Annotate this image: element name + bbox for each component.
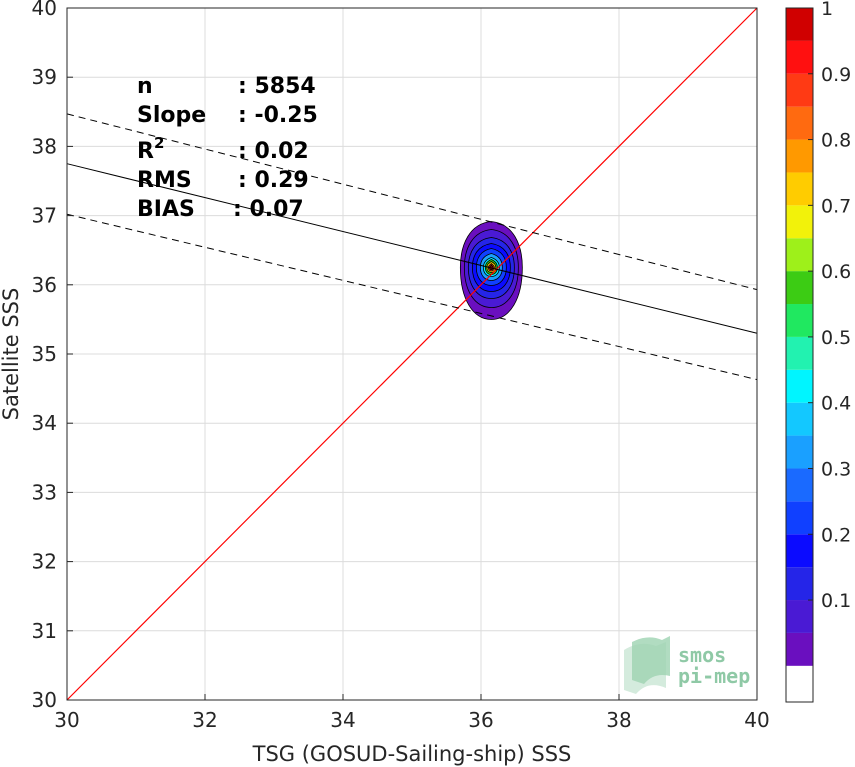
colorbar-tick-label: 0.1 (821, 590, 851, 612)
y-tick-label: 32 (32, 550, 57, 574)
colorbar-segment (786, 139, 813, 173)
colorbar-segment (786, 600, 813, 633)
colorbar-segment (786, 632, 813, 666)
colorbar-segment (786, 172, 813, 206)
colorbar-tick-label: 1 (821, 0, 833, 20)
y-tick-label: 35 (32, 342, 57, 366)
colorbar-tick-label: 0.8 (821, 130, 851, 152)
colorbar-segment (786, 304, 813, 337)
y-tick-label: 38 (32, 134, 57, 158)
colorbar-segment (786, 501, 813, 535)
y-tick-label: 34 (32, 411, 57, 435)
stat-bias-label: BIAS (137, 197, 195, 222)
colorbar-tick-label: 0.5 (821, 327, 851, 349)
stat-r2-value: : 0.02 (238, 139, 309, 164)
colorbar-segment (786, 534, 813, 568)
y-tick-label: 39 (32, 65, 57, 89)
y-tick-label: 37 (32, 204, 57, 228)
colorbar-tick-label: 0.7 (821, 195, 851, 217)
stat-bias-value: : 0.07 (233, 197, 304, 222)
colorbar-segment (786, 205, 813, 239)
y-tick-label: 30 (32, 688, 57, 712)
identity-line (66, 7, 758, 701)
y-axis: 30 31 32 33 34 35 36 37 38 39 40 (32, 0, 73, 712)
x-tick-label: 38 (606, 708, 631, 732)
colorbar-segment (786, 468, 813, 502)
colorbar-segment (786, 106, 813, 140)
x-tick-label: 34 (330, 708, 355, 732)
colorbar-segment (786, 435, 813, 469)
x-axis: 30 32 34 36 38 40 (54, 694, 770, 732)
colorbar-tick-label: 0.3 (821, 458, 851, 480)
y-axis-label: Satellite SSS (0, 288, 23, 421)
x-tick-label: 30 (54, 708, 79, 732)
x-tick-label: 40 (744, 708, 769, 732)
regression-line (66, 163, 758, 334)
colorbar-segment (786, 336, 813, 370)
colorbar-segment (786, 402, 813, 436)
stats-box: n : 5854 Slope : -0.25 R2 : 0.02 RMS : 0… (137, 74, 318, 222)
y-tick-label: 36 (32, 273, 57, 297)
stat-rms-value: : 0.29 (238, 168, 309, 193)
colorbar-segment (786, 271, 813, 305)
stat-n-label: n (137, 74, 153, 99)
stat-n-value: : 5854 (238, 74, 316, 99)
x-tick-label: 32 (192, 708, 217, 732)
colorbar-segment (786, 238, 813, 272)
colorbar-segment (786, 8, 813, 41)
y-tick-label: 31 (32, 619, 57, 643)
y-tick-label: 40 (32, 0, 57, 20)
colorbar-tick-label: 0.4 (821, 393, 851, 415)
colorbar: 0.1 0.2 0.3 0.4 0.5 0.6 0.7 0.8 0.9 1 (785, 0, 851, 703)
logo-line2: pi-mep (678, 664, 750, 688)
stat-slope-value: : -0.25 (238, 103, 318, 128)
colorbar-segment (786, 369, 813, 403)
colorbar-tick-label: 0.9 (821, 64, 851, 86)
logo-line1: smos (678, 643, 726, 667)
x-tick-label: 36 (468, 708, 493, 732)
upper-bound-line (66, 113, 758, 291)
logo-waves-back-icon (632, 636, 670, 684)
colorbar-segment (786, 567, 813, 601)
colorbar-tick-label: 0.2 (821, 524, 851, 546)
colorbar-segment (786, 40, 813, 74)
colorbar-segment (786, 665, 813, 702)
colorbar-frame (785, 7, 814, 703)
stat-slope-label: Slope (137, 103, 206, 128)
y-tick-label: 33 (32, 480, 57, 504)
smos-pi-mep-logo: smos pi-mep (624, 636, 750, 694)
stat-r2-label: R2 (137, 134, 164, 164)
stat-rms-label: RMS (137, 168, 192, 193)
colorbar-segment (786, 73, 813, 107)
density-contours (459, 221, 523, 320)
reference-lines (66, 7, 758, 701)
colorbar-tick-label: 0.6 (821, 261, 851, 283)
x-axis-label: TSG (GOSUD-Sailing-ship) SSS (252, 742, 572, 766)
lower-bound-line (66, 213, 758, 381)
